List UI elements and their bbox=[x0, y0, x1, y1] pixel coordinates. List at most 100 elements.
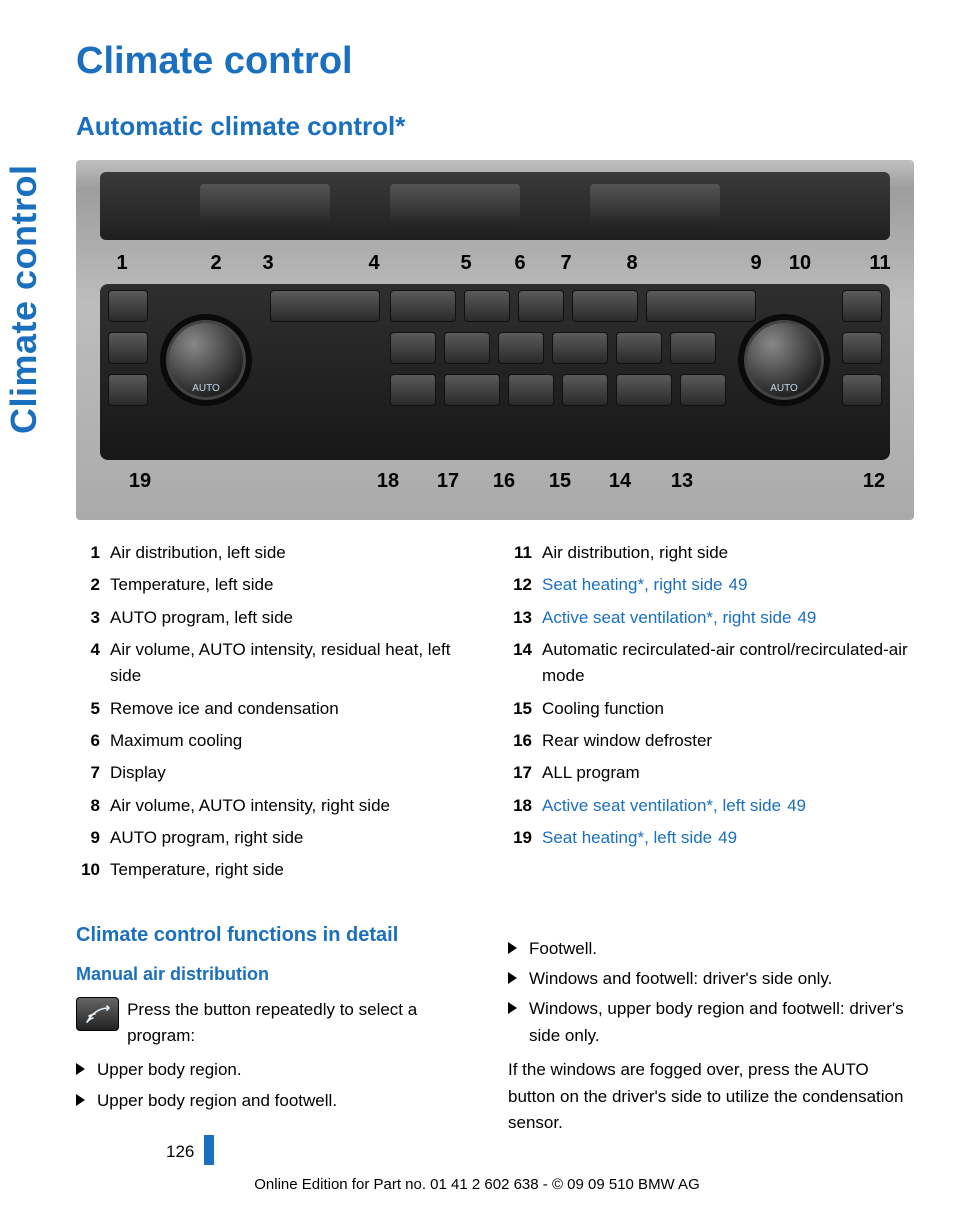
bullet-text: Windows, upper body region and footwell:… bbox=[529, 996, 914, 1049]
legend-pageref[interactable]: 49 bbox=[718, 828, 737, 847]
triangle-icon bbox=[76, 1094, 85, 1106]
bullet-item: Windows and footwell: driver's side only… bbox=[508, 966, 914, 992]
callout-num: 9 bbox=[750, 252, 761, 275]
callout-num: 8 bbox=[626, 252, 637, 275]
legend-text: Automatic recirculated-air control/recir… bbox=[542, 637, 914, 690]
triangle-icon bbox=[508, 972, 517, 984]
callout-num: 7 bbox=[560, 252, 571, 275]
legend-text: Temperature, right side bbox=[110, 857, 482, 883]
legend-text[interactable]: Seat heating*, left side 49 bbox=[542, 825, 914, 851]
bullet-item: Windows, upper body region and footwell:… bbox=[508, 996, 914, 1049]
legend-num: 8 bbox=[76, 793, 100, 819]
legend: 1Air distribution, left side 2 Temperature… bbox=[76, 540, 914, 890]
detail-heading: Climate control functions in detail bbox=[76, 920, 482, 951]
legend-num: 16 bbox=[508, 728, 532, 754]
legend-pageref[interactable]: 49 bbox=[787, 796, 806, 815]
legend-row: 13 Active seat ventilation*, right side 49 bbox=[508, 605, 914, 631]
callout-num: 18 bbox=[377, 470, 399, 493]
legend-text[interactable]: Seat heating*, right side 49 bbox=[542, 572, 914, 598]
temp-knob-right: AUTO bbox=[738, 314, 830, 406]
callout-num: 10 bbox=[789, 252, 811, 275]
legend-text: Air volume, AUTO intensity, residual hea… bbox=[110, 637, 482, 690]
legend-row: 3 AUTO program, left side bbox=[76, 605, 482, 631]
legend-num: 10 bbox=[76, 857, 100, 883]
legend-link[interactable]: Active seat ventilation*, right side bbox=[542, 608, 791, 627]
legend-text: Temperature, left side bbox=[110, 572, 482, 598]
callout-num: 5 bbox=[460, 252, 471, 275]
bullet-item: Upper body region and footwell. bbox=[76, 1088, 482, 1114]
callout-num: 4 bbox=[368, 252, 379, 275]
triangle-icon bbox=[508, 942, 517, 954]
callout-num: 2 bbox=[210, 252, 221, 275]
legend-row: 6Maximum cooling bbox=[76, 728, 482, 754]
legend-num: 4 bbox=[76, 637, 100, 663]
footer-line: Online Edition for Part no. 01 41 2 602 … bbox=[0, 1176, 954, 1193]
legend-row: 2 Temperature, left side bbox=[76, 572, 482, 598]
bullet-item: Footwell. bbox=[508, 936, 914, 962]
legend-num: 13 bbox=[508, 605, 532, 631]
bullet-text: Upper body region. bbox=[97, 1057, 242, 1083]
legend-num: 9 bbox=[76, 825, 100, 851]
triangle-icon bbox=[508, 1002, 517, 1014]
page-title: Climate control bbox=[76, 40, 914, 83]
callout-num: 13 bbox=[671, 470, 693, 493]
legend-num: 11 bbox=[508, 540, 532, 566]
detail-trailing: If the windows are fogged over, press th… bbox=[508, 1057, 914, 1136]
legend-num: 1 bbox=[76, 540, 100, 566]
legend-num: 7 bbox=[76, 760, 100, 786]
legend-row: 18 Active seat ventilation*, left side 49 bbox=[508, 793, 914, 819]
legend-row: 12 Seat heating*, right side 49 bbox=[508, 572, 914, 598]
legend-num: 14 bbox=[508, 637, 532, 663]
callout-num: 17 bbox=[437, 470, 459, 493]
legend-row: 7Display bbox=[76, 760, 482, 786]
bullet-item: Upper body region. bbox=[76, 1057, 482, 1083]
legend-link[interactable]: Seat heating*, left side bbox=[542, 828, 712, 847]
legend-text[interactable]: Active seat ventilation*, right side 49 bbox=[542, 605, 914, 631]
climate-panel-figure: 1234567891011 AUTO AUTO 1918171615141312 bbox=[76, 160, 914, 520]
legend-num: 19 bbox=[508, 825, 532, 851]
legend-row: 5 Remove ice and condensation bbox=[76, 696, 482, 722]
legend-row: 4 Air volume, AUTO intensity, residual he… bbox=[76, 637, 482, 690]
temp-knob-left: AUTO bbox=[160, 314, 252, 406]
legend-text[interactable]: Active seat ventilation*, left side 49 bbox=[542, 793, 914, 819]
legend-num: 6 bbox=[76, 728, 100, 754]
legend-pageref[interactable]: 49 bbox=[729, 575, 748, 594]
bullet-text: Windows and footwell: driver's side only… bbox=[529, 966, 832, 992]
detail-subheading: Manual air distribution bbox=[76, 961, 482, 989]
bullet-text: Upper body region and footwell. bbox=[97, 1088, 337, 1114]
legend-link[interactable]: Seat heating*, right side bbox=[542, 575, 723, 594]
legend-num: 18 bbox=[508, 793, 532, 819]
callout-num: 3 bbox=[262, 252, 273, 275]
legend-row: 17 ALL program bbox=[508, 760, 914, 786]
legend-text: AUTO program, left side bbox=[110, 605, 482, 631]
legend-num: 2 bbox=[76, 572, 100, 598]
legend-text: Rear window defroster bbox=[542, 728, 914, 754]
legend-row: 9 AUTO program, right side bbox=[76, 825, 482, 851]
legend-num: 17 bbox=[508, 760, 532, 786]
callout-num: 11 bbox=[869, 252, 890, 275]
legend-row: 11Air distribution, right side bbox=[508, 540, 914, 566]
page-number: 126 bbox=[166, 1139, 214, 1165]
legend-num: 5 bbox=[76, 696, 100, 722]
legend-num: 12 bbox=[508, 572, 532, 598]
triangle-icon bbox=[76, 1063, 85, 1075]
legend-text: ALL program bbox=[542, 760, 914, 786]
detail-intro: Press the button repeatedly to select a … bbox=[127, 997, 482, 1050]
legend-row: 10 Temperature, right side bbox=[76, 857, 482, 883]
legend-pageref[interactable]: 49 bbox=[797, 608, 816, 627]
legend-row: 14 Automatic recirculated-air control/rec… bbox=[508, 637, 914, 690]
legend-text: Remove ice and condensation bbox=[110, 696, 482, 722]
callout-num: 6 bbox=[514, 252, 525, 275]
legend-row: 15Cooling function bbox=[508, 696, 914, 722]
legend-num: 15 bbox=[508, 696, 532, 722]
legend-row: 1Air distribution, left side bbox=[76, 540, 482, 566]
legend-link[interactable]: Active seat ventilation*, left side bbox=[542, 796, 781, 815]
legend-num: 3 bbox=[76, 605, 100, 631]
legend-row: 16 Rear window defroster bbox=[508, 728, 914, 754]
callout-num: 15 bbox=[549, 470, 571, 493]
legend-text: AUTO program, right side bbox=[110, 825, 482, 851]
callout-num: 19 bbox=[129, 470, 151, 493]
legend-text: Air volume, AUTO intensity, right side bbox=[110, 793, 482, 819]
bullet-text: Footwell. bbox=[529, 936, 597, 962]
legend-row: 8 Air volume, AUTO intensity, right side bbox=[76, 793, 482, 819]
